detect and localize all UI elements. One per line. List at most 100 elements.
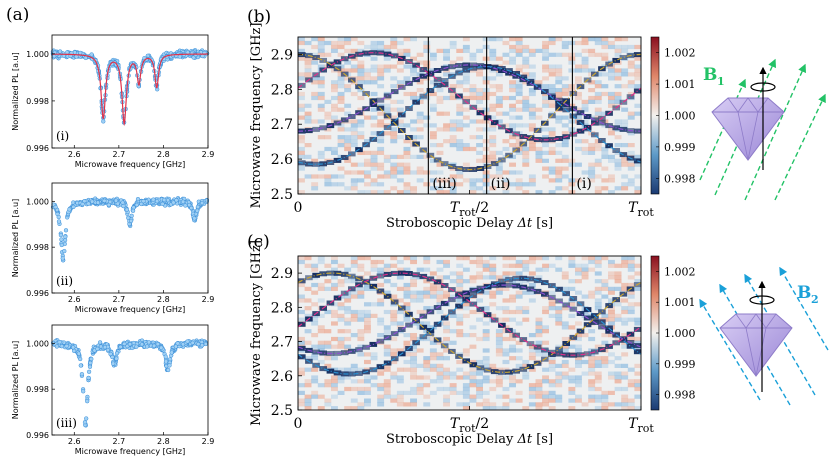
noise-cell: [561, 359, 569, 365]
noise-cell: [568, 406, 576, 411]
noise-cell: [614, 72, 622, 77]
noise-cell: [515, 356, 523, 361]
resonance-block: [433, 279, 442, 285]
noise-cell: [548, 178, 556, 183]
noise-cell: [337, 84, 345, 89]
tick-subscript: rot: [459, 206, 476, 219]
noise-cell: [634, 371, 642, 376]
resonance-block: [319, 125, 327, 131]
noise-cell: [456, 298, 464, 303]
noise-cell: [608, 275, 615, 280]
noise-cell: [548, 313, 556, 318]
resonance-block: [490, 369, 499, 375]
noise-cell: [311, 80, 319, 85]
noise-cell: [436, 275, 444, 280]
noise-cell: [502, 139, 510, 144]
noise-cell: [396, 119, 404, 124]
noise-cell: [627, 256, 635, 261]
noise-cell: [403, 340, 411, 345]
x-axis-label: Stroboscopic Delay Δt [s]: [386, 432, 553, 447]
noise-cell: [456, 103, 464, 108]
noise-cell: [548, 398, 556, 403]
noise-cell: [377, 174, 385, 179]
noise-cell: [423, 123, 431, 128]
noise-cell: [548, 68, 556, 73]
noise-cell: [396, 309, 404, 315]
noise-cell: [377, 383, 385, 388]
noise-cell: [528, 356, 536, 361]
noise-cell: [575, 290, 582, 295]
noise-cell: [443, 123, 450, 128]
noise-cell: [561, 166, 569, 171]
noise-cell: [528, 64, 536, 69]
noise-cell: [522, 95, 530, 101]
noise-cell: [357, 119, 365, 124]
noise-cell: [594, 40, 602, 46]
noise-cell: [456, 170, 464, 175]
noise-cell: [304, 313, 312, 318]
noise-cell: [509, 143, 516, 148]
noise-cell: [423, 359, 431, 365]
noise-cell: [542, 379, 549, 384]
noise-cell: [396, 190, 404, 195]
resonance-block: [448, 309, 456, 315]
resonance-block: [462, 296, 470, 302]
noise-cell: [337, 329, 345, 334]
resonance-block: [619, 126, 628, 132]
data-point: [102, 198, 107, 203]
noise-cell: [476, 271, 483, 276]
noise-cell: [476, 99, 483, 104]
resonance-block: [369, 275, 378, 281]
noise-cell: [456, 127, 464, 132]
noise-cell: [364, 68, 371, 73]
noise-cell: [608, 154, 615, 159]
noise-cell: [634, 76, 642, 81]
noise-cell: [495, 329, 503, 334]
noise-cell: [561, 344, 569, 349]
noise-cell: [542, 56, 549, 61]
noise-cell: [575, 336, 582, 342]
noise-cell: [410, 91, 417, 97]
resonance-block: [376, 338, 385, 344]
noise-cell: [337, 127, 345, 132]
noise-cell: [482, 333, 490, 338]
resonance-block: [390, 118, 399, 124]
noise-cell: [535, 48, 543, 53]
data-point: [86, 201, 91, 206]
noise-cell: [416, 309, 424, 315]
noise-cell: [627, 367, 635, 372]
noise-cell: [594, 371, 602, 376]
noise-cell: [601, 111, 609, 116]
noise-cell: [515, 348, 523, 353]
noise-cell: [515, 390, 523, 395]
noise-cell: [515, 84, 523, 89]
noise-cell: [476, 88, 483, 93]
noise-cell: [548, 37, 556, 42]
noise-cell: [344, 321, 352, 326]
data-point: [63, 228, 69, 233]
resonance-block: [390, 89, 399, 95]
noise-cell: [528, 52, 536, 57]
noise-cell: [324, 329, 332, 334]
noise-cell: [403, 150, 411, 155]
noise-cell: [476, 143, 483, 148]
noise-cell: [528, 107, 536, 112]
noise-cell: [548, 103, 556, 108]
marker-label: (i): [576, 176, 591, 192]
noise-cell: [548, 359, 556, 365]
noise-cell: [317, 359, 325, 365]
noise-cell: [476, 178, 483, 183]
noise-cell: [298, 48, 305, 53]
noise-cell: [489, 290, 497, 295]
noise-cell: [594, 398, 602, 403]
noise-cell: [555, 68, 563, 73]
x-tick-label: 0: [294, 200, 303, 216]
noise-cell: [443, 56, 450, 61]
noise-cell: [350, 68, 358, 73]
noise-cell: [456, 367, 464, 372]
resonance-block: [348, 371, 356, 377]
y-tick-label: 0.996: [26, 144, 49, 153]
noise-cell: [495, 174, 503, 179]
data-point: [139, 201, 144, 207]
noise-cell: [429, 103, 437, 108]
